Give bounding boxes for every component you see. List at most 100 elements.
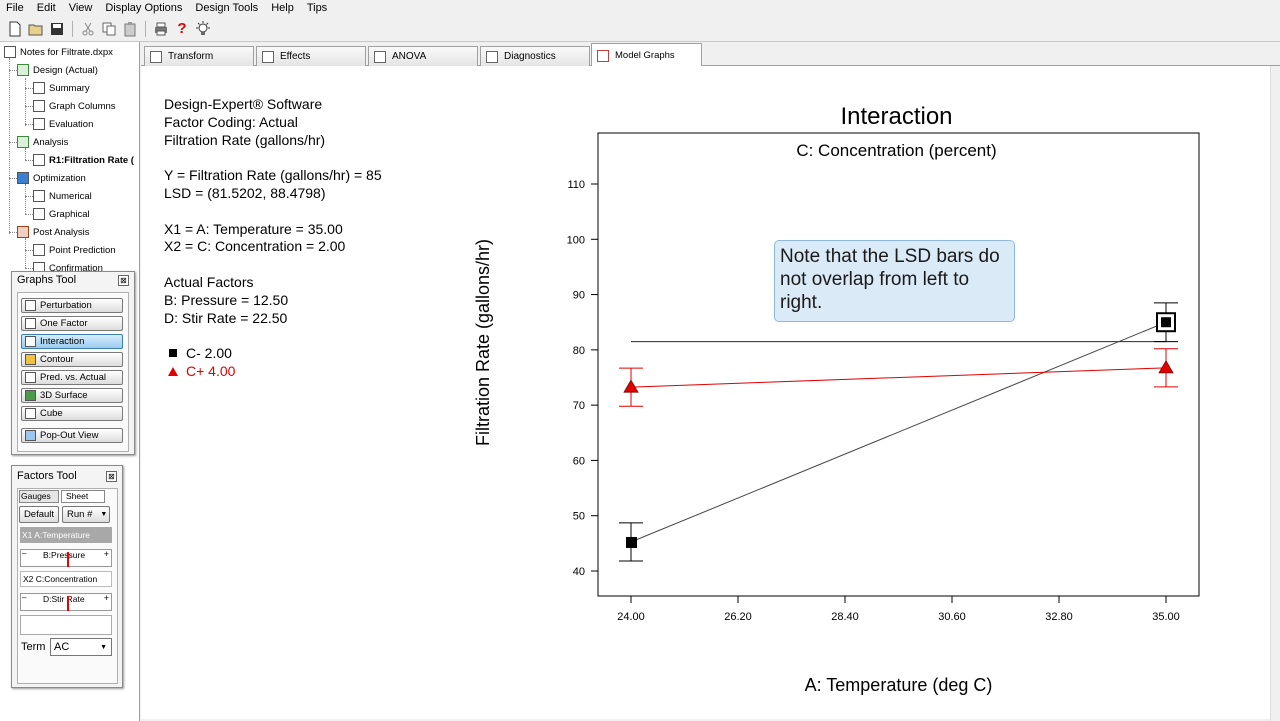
factor-x2-concentration[interactable]: X2 C:Concentration — [20, 571, 112, 587]
model-graphs-icon — [597, 49, 609, 62]
factors-tool-title: Factors Tool ⊠ — [12, 466, 122, 486]
x-tick-label: 28.40 — [831, 611, 859, 623]
menu-view[interactable]: View — [68, 2, 93, 14]
tree-response-r1[interactable]: R1:Filtration Rate ( — [33, 152, 134, 168]
tree-numerical[interactable]: Numerical — [33, 188, 92, 204]
cut-icon[interactable] — [79, 20, 97, 38]
factor-empty-slot — [20, 615, 112, 635]
square-marker-icon — [169, 349, 177, 357]
tab-anova[interactable]: ANOVA — [368, 46, 478, 66]
tree-summary[interactable]: Summary — [33, 80, 90, 96]
legend-low: C- 2.00 — [164, 345, 232, 361]
menu-design-tools[interactable]: Design Tools — [195, 2, 259, 14]
chevron-down-icon: ▼ — [100, 643, 107, 651]
new-file-icon[interactable] — [6, 20, 24, 38]
tree-graphical[interactable]: Graphical — [33, 206, 90, 222]
chart-subtitle: C: Concentration (percent) — [796, 141, 996, 160]
x-axis-label: A: Temperature (deg C) — [805, 675, 993, 695]
toolbar: ? — [0, 16, 1280, 42]
lsd-interval: LSD = (81.5202, 88.4798) — [164, 185, 326, 201]
pred-vs-actual-icon — [25, 372, 36, 383]
magnifier-page-icon — [33, 118, 45, 130]
open-folder-icon[interactable] — [27, 20, 45, 38]
cube-button[interactable]: Cube — [21, 406, 123, 421]
factor-x1-temperature[interactable]: X1 A:Temperature — [20, 527, 112, 543]
gauges-tab[interactable]: Gauges — [19, 490, 59, 503]
toolbar-separator — [145, 20, 146, 37]
y-tick-label: 80 — [573, 345, 585, 357]
pop-out-view-button[interactable]: Pop-Out View — [21, 428, 123, 443]
plot-frame — [597, 132, 1200, 597]
save-icon[interactable] — [48, 20, 66, 38]
contour-button[interactable]: Contour — [21, 352, 123, 367]
tab-transform[interactable]: Transform — [144, 46, 254, 66]
3d-surface-button[interactable]: 3D Surface — [21, 388, 123, 403]
factor-coding: Factor Coding: Actual — [164, 114, 298, 130]
diagnostics-icon — [486, 50, 498, 63]
sheet-tab[interactable]: Sheet — [61, 490, 105, 503]
tab-model-graphs[interactable]: Model Graphs — [591, 43, 702, 67]
analysis-icon — [17, 136, 29, 148]
menu-edit[interactable]: Edit — [36, 2, 56, 14]
tree-point-prediction[interactable]: Point Prediction — [33, 242, 116, 258]
print-icon[interactable] — [152, 20, 170, 38]
x-tick-label: 24.00 — [617, 611, 645, 623]
anova-icon — [374, 50, 386, 63]
triangle-marker-icon — [168, 367, 178, 376]
pressure-slider[interactable]: – B:Pressure + — [20, 549, 112, 567]
predicted-y: Y = Filtration Rate (gallons/hr) = 85 — [164, 167, 382, 183]
copy-icon[interactable] — [100, 20, 118, 38]
legend-high: C+ 4.00 — [164, 363, 235, 379]
menu-file[interactable]: File — [6, 2, 24, 14]
close-icon[interactable]: ⊠ — [106, 470, 117, 482]
term-dropdown[interactable]: AC ▼ — [50, 638, 112, 656]
tree-graph-columns[interactable]: Graph Columns — [33, 98, 116, 114]
lsd-note-callout: Note that the LSD bars do not overlap fr… — [774, 240, 1015, 322]
tip-icon[interactable] — [194, 20, 212, 38]
y-tick-label: 100 — [567, 234, 585, 246]
tree-optimization[interactable]: Optimization — [17, 170, 86, 186]
slider-handle[interactable] — [67, 552, 69, 567]
interaction-chart: Interaction C: Concentration (percent) A: … — [473, 103, 1200, 695]
pred-vs-actual-button[interactable]: Pred. vs. Actual — [21, 370, 123, 385]
slider-handle[interactable] — [67, 596, 69, 611]
paste-icon[interactable] — [121, 20, 139, 38]
series-line-0 — [630, 321, 1167, 543]
design-table-icon — [17, 64, 29, 76]
tree-evaluation[interactable]: Evaluation — [33, 116, 93, 132]
menu-tips[interactable]: Tips — [306, 2, 328, 14]
factors-tool-panel: Factors Tool ⊠ Gauges Sheet Default Run … — [11, 465, 123, 688]
one-factor-icon — [25, 318, 36, 329]
3d-surface-icon — [25, 390, 36, 401]
page-icon — [33, 82, 45, 94]
vertical-scrollbar[interactable] — [1270, 66, 1280, 721]
y-tick-label: 40 — [573, 566, 585, 578]
x2-setting: X2 = C: Concentration = 2.00 — [164, 238, 346, 254]
tree-root[interactable]: Notes for Filtrate.dxpx — [4, 44, 113, 60]
post-analysis-icon — [17, 226, 29, 238]
y-tick-label: 60 — [573, 455, 585, 467]
tree-design[interactable]: Design (Actual) — [17, 62, 98, 78]
tab-diagnostics[interactable]: Diagnostics — [480, 46, 590, 66]
menu-help[interactable]: Help — [271, 2, 294, 14]
tree-analysis[interactable]: Analysis — [17, 134, 68, 150]
default-button[interactable]: Default — [19, 506, 59, 523]
chevron-down-icon: ▼ — [100, 511, 108, 518]
chart-title: Interaction — [840, 103, 952, 130]
perturbation-button[interactable]: Perturbation — [21, 298, 123, 313]
one-factor-button[interactable]: One Factor — [21, 316, 123, 331]
menu-display-options[interactable]: Display Options — [105, 2, 183, 14]
help-icon[interactable]: ? — [177, 20, 187, 37]
run-number-dropdown[interactable]: Run # ▼ — [62, 506, 110, 523]
pop-out-icon — [25, 430, 36, 441]
close-icon[interactable]: ⊠ — [118, 274, 129, 286]
tree-post-analysis[interactable]: Post Analysis — [17, 224, 90, 240]
interaction-button[interactable]: Interaction — [21, 334, 123, 349]
stir-rate-slider[interactable]: – D:Stir Rate + — [20, 593, 112, 611]
effects-icon — [262, 50, 274, 63]
menu-bar: File Edit View Display Options Design To… — [0, 0, 1280, 16]
series-line-1 — [630, 367, 1167, 388]
term-label: Term — [21, 641, 46, 653]
tab-effects[interactable]: Effects — [256, 46, 366, 66]
y-tick-label: 50 — [573, 511, 585, 523]
